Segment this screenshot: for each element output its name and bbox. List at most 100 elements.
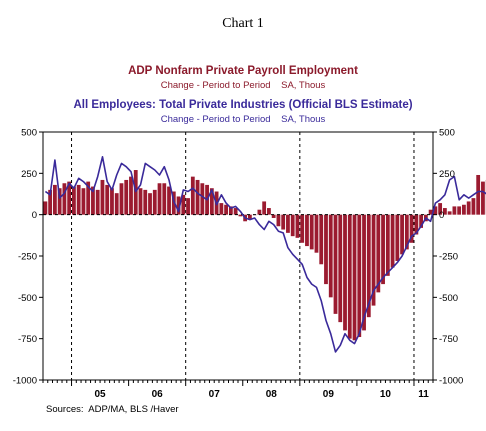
bar xyxy=(385,214,390,276)
bar xyxy=(76,184,81,215)
bar xyxy=(305,214,309,247)
y-tick-label-left: -1000 xyxy=(13,376,37,387)
y-tick-label-right: -500 xyxy=(439,293,458,304)
bar xyxy=(381,214,385,285)
bar xyxy=(438,203,443,215)
bar xyxy=(105,184,110,215)
bar xyxy=(200,183,205,215)
bar xyxy=(162,183,167,215)
bar xyxy=(124,179,129,215)
bar xyxy=(419,214,424,228)
bar xyxy=(371,214,376,306)
y-tick-label-right: -1000 xyxy=(439,376,463,387)
bar xyxy=(57,188,62,215)
y-tick-label-left: -250 xyxy=(18,252,37,263)
source-note: Sources: ADP/MA, BLS /Haver xyxy=(46,404,179,415)
bar xyxy=(72,186,76,215)
y-tick-label-right: -250 xyxy=(439,252,458,263)
bar xyxy=(314,214,319,253)
bar xyxy=(324,214,328,285)
bar xyxy=(328,214,333,298)
bar xyxy=(433,206,438,215)
bar xyxy=(52,184,57,215)
bar xyxy=(462,204,466,215)
bar xyxy=(195,179,200,215)
bar xyxy=(238,214,243,217)
bar xyxy=(447,211,452,215)
bar xyxy=(81,188,86,215)
x-tick-label: 06 xyxy=(152,389,164,400)
bar xyxy=(362,214,366,331)
bar xyxy=(152,189,157,215)
bar xyxy=(224,204,229,215)
bar xyxy=(286,214,290,233)
bar xyxy=(366,214,371,318)
bar xyxy=(276,214,281,227)
bar xyxy=(338,214,343,323)
bar xyxy=(100,179,105,215)
bar xyxy=(176,196,181,215)
bar xyxy=(257,209,262,215)
bar xyxy=(357,214,362,338)
bar xyxy=(119,183,124,215)
x-tick-label: 08 xyxy=(266,389,278,400)
bar xyxy=(347,214,352,339)
bar xyxy=(471,198,476,215)
bar xyxy=(409,214,414,243)
y-tick-label-left: 250 xyxy=(21,169,37,180)
bar xyxy=(219,203,224,215)
title-line-2: Change - Period to Period SA, Thous xyxy=(161,80,326,91)
bar xyxy=(481,181,485,215)
bar xyxy=(452,206,457,215)
bar xyxy=(110,188,114,215)
y-tick-label-left: 500 xyxy=(21,128,37,139)
bar xyxy=(228,206,233,215)
bar xyxy=(300,214,305,243)
y-tick-label-right: 0 xyxy=(439,210,444,221)
bar xyxy=(148,193,152,215)
bar xyxy=(138,188,143,215)
bar xyxy=(114,193,119,215)
y-tick-label-right: 500 xyxy=(439,128,455,139)
line-series xyxy=(44,156,486,353)
bar xyxy=(43,201,48,215)
bar xyxy=(442,208,447,215)
bar xyxy=(48,189,53,215)
bar xyxy=(290,214,295,237)
bar xyxy=(295,214,300,238)
y-tick-label-left: -500 xyxy=(18,293,37,304)
bar xyxy=(133,170,138,215)
plot-area: 500 500 250 250 0 0 -250 -250 -500 -500 -750 -750 -1… xyxy=(13,128,486,400)
bar xyxy=(390,214,395,268)
bar xyxy=(281,214,286,230)
y-tick-label-right: -750 xyxy=(439,334,458,345)
bar xyxy=(404,214,409,250)
bar xyxy=(262,201,267,215)
y-tick-label-left: 0 xyxy=(32,210,37,221)
bar xyxy=(428,209,433,215)
bar xyxy=(95,189,100,215)
bar xyxy=(309,214,314,250)
bar xyxy=(333,214,338,314)
bar xyxy=(376,214,381,293)
bar xyxy=(343,214,347,331)
bar xyxy=(209,188,214,215)
bar xyxy=(67,181,72,215)
x-tick-label: 07 xyxy=(209,389,221,400)
bar xyxy=(400,214,404,255)
bar xyxy=(62,183,67,215)
bar xyxy=(466,201,471,215)
bar xyxy=(157,183,162,215)
bar xyxy=(86,181,91,215)
chart-label: Chart 1 xyxy=(222,16,264,31)
bar xyxy=(190,176,195,215)
bar xyxy=(167,186,171,215)
bar xyxy=(186,198,190,215)
bar xyxy=(91,186,95,215)
bar xyxy=(181,194,186,215)
bar xyxy=(457,206,462,215)
title-line-4: Change - Period to Period SA, Thous xyxy=(161,114,326,125)
title-line-3: All Employees: Total Private Industries … xyxy=(73,99,412,111)
x-tick-label: 11 xyxy=(418,389,429,400)
